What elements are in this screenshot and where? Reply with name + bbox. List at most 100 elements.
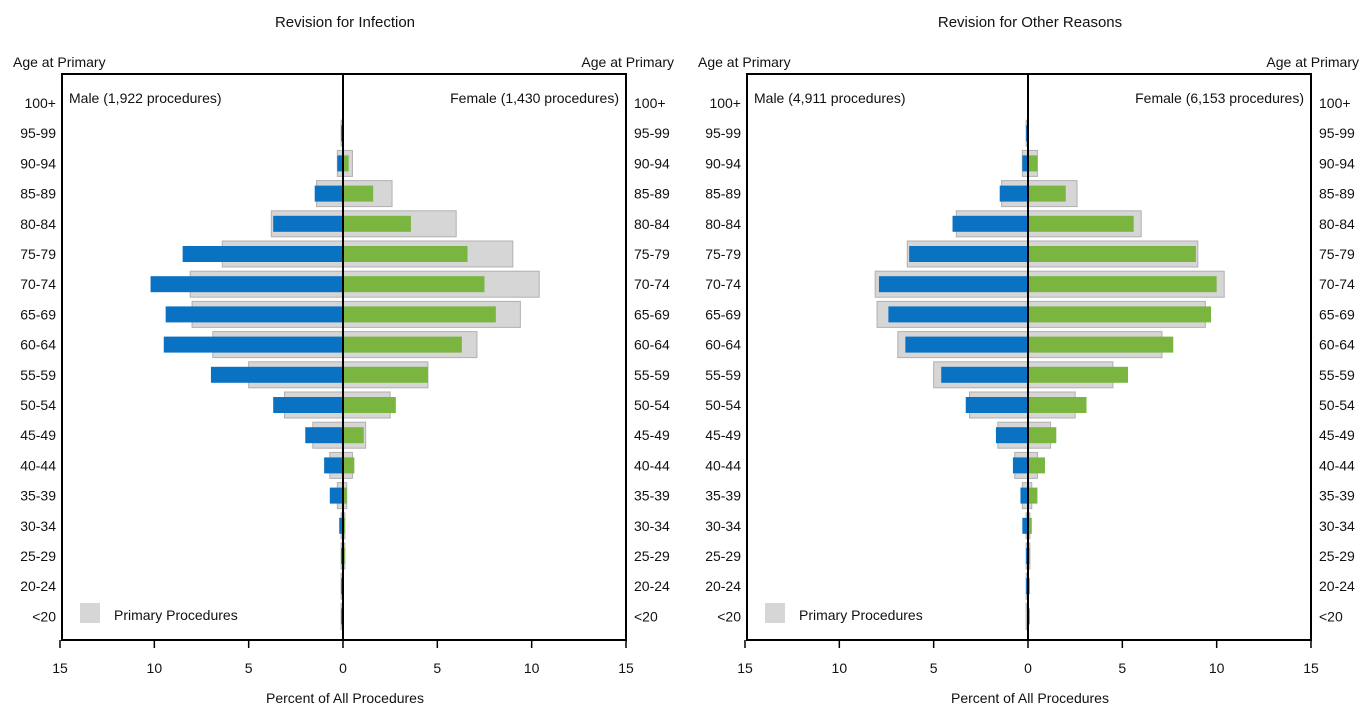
category-label-right: 25-29 [634,548,670,564]
male-bar [273,215,343,232]
category-label-right: 95-99 [1319,125,1355,141]
category-label-left: 40-44 [20,457,56,473]
category-label-right: 60-64 [1319,337,1355,353]
category-label-left: 55-59 [20,367,56,383]
left-axis-label: Age at Primary [698,54,791,70]
female-group-label: Female (1,430 procedures) [450,90,619,106]
x-tick-label: 15 [52,660,68,676]
category-label-left: 50-54 [20,397,56,413]
x-tick-label: 10 [1209,660,1225,676]
category-label-right: <20 [634,608,658,624]
female-bar [1028,215,1134,232]
category-label-left: 60-64 [20,337,56,353]
male-bar [339,517,343,534]
category-label-left: 30-34 [20,518,56,534]
male-bar [337,155,343,172]
category-label-left: 100+ [709,95,741,111]
right-axis-label: Age at Primary [581,54,674,70]
male-bar [163,336,343,353]
category-label-left: 35-39 [705,488,741,504]
category-label-left: 60-64 [705,337,741,353]
category-label-left: <20 [32,608,56,624]
category-label-right: 40-44 [634,457,670,473]
male-bar [878,276,1028,293]
right-axis-label: Age at Primary [1266,54,1359,70]
male-bar [314,185,343,202]
category-label-right: 25-29 [1319,548,1355,564]
category-label-left: 70-74 [20,276,56,292]
male-bar [965,397,1028,413]
male-bar [952,215,1028,232]
male-bar [999,185,1028,202]
x-axis-title: Percent of All Procedures [951,690,1109,706]
category-label-left: 90-94 [20,155,56,171]
x-tick-label: 0 [339,660,347,676]
female-group-label: Female (6,153 procedures) [1135,90,1304,106]
female-bar [343,487,347,504]
female-bar [1028,155,1038,172]
category-label-left: 45-49 [20,427,56,443]
female-bar [343,457,355,474]
category-label-left: 20-24 [20,578,56,594]
male-bar [329,487,343,504]
category-label-left: 75-79 [20,246,56,262]
female-bar [1028,246,1196,262]
male-bar [909,246,1028,262]
category-label-right: 55-59 [1319,367,1355,383]
chart-panel-1: Revision for Infection Age at Primary Age … [13,14,674,706]
chart-panel-2: Revision for Other Reasons Age at Primary… [698,14,1359,706]
male-bar [210,366,343,383]
x-tick-label: 5 [433,660,441,676]
category-label-right: 20-24 [1319,578,1355,594]
female-bar [1028,306,1212,323]
category-label-right: 90-94 [634,155,670,171]
male-bar [1020,487,1028,504]
category-label-right: 85-89 [634,186,670,202]
category-label-right: 65-69 [1319,306,1355,322]
female-bar [343,215,411,232]
female-bar [343,246,468,262]
category-label-left: 90-94 [705,155,741,171]
x-tick-label: 15 [1303,660,1319,676]
x-axis-title: Percent of All Procedures [266,690,424,706]
category-label-right: 55-59 [634,367,670,383]
category-label-left: 40-44 [705,457,741,473]
category-label-left: 25-29 [705,548,741,564]
category-label-left: 45-49 [705,427,741,443]
legend-label: Primary Procedures [114,607,238,623]
category-label-right: 30-34 [634,518,670,534]
male-bar [995,427,1028,444]
male-bar [905,336,1028,353]
x-tick-label: 5 [930,660,938,676]
category-label-right: 40-44 [1319,457,1355,473]
x-tick-label: 5 [245,660,253,676]
male-bar [305,427,343,444]
male-bar [1022,155,1028,172]
category-label-right: 45-49 [634,427,670,443]
female-bar [1028,517,1032,534]
female-bar [1028,276,1217,293]
chart-title: Revision for Infection [275,14,415,31]
male-bar [273,397,343,413]
x-tick-label: 15 [737,660,753,676]
category-label-left: 30-34 [705,518,741,534]
legend-label: Primary Procedures [799,607,923,623]
male-group-label: Male (4,911 procedures) [754,90,905,106]
category-label-left: 95-99 [705,125,741,141]
x-tick-label: 15 [618,660,634,676]
category-label-right: 90-94 [1319,155,1355,171]
category-label-right: 75-79 [634,246,670,262]
category-label-right: 80-84 [634,216,670,232]
category-label-left: 95-99 [20,125,56,141]
category-label-right: 70-74 [634,276,670,292]
category-label-right: 35-39 [634,488,670,504]
male-bar [941,366,1028,383]
category-label-left: <20 [717,608,741,624]
male-group-label: Male (1,922 procedures) [69,90,222,106]
category-label-left: 80-84 [705,216,741,232]
female-bar [1028,427,1057,444]
category-label-right: 85-89 [1319,186,1355,202]
female-bar [343,185,374,202]
